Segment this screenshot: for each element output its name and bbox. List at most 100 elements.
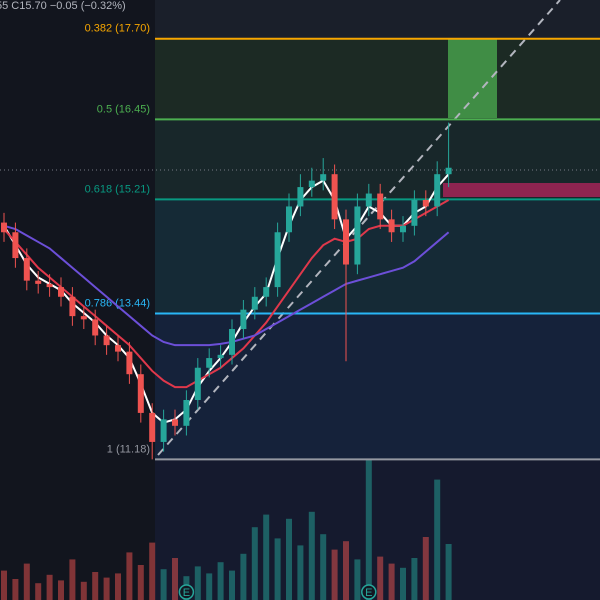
candle-body [274, 232, 281, 288]
volume-bar [80, 581, 87, 600]
volume-bar [354, 559, 361, 600]
volume-bar [194, 566, 201, 600]
moving-average [3, 173, 450, 424]
fib-label: 0.5 (16.45) [97, 103, 150, 115]
volume-bar [445, 544, 452, 600]
moving-average [3, 224, 450, 347]
candle-body [331, 174, 338, 220]
volume-bar [297, 545, 304, 600]
candle-body [297, 187, 304, 207]
candle-body [137, 374, 144, 413]
candle-body [354, 206, 361, 265]
volume-bar [308, 511, 315, 600]
fib-levels: 0.382 (17.70) 0.5 (16.45) 0.618 (15.21) 0.7… [85, 23, 600, 461]
candle-body [194, 367, 201, 400]
fib-label: 0.382 (17.70) [85, 23, 150, 35]
volume-bar [103, 577, 110, 600]
candle-body [388, 219, 395, 233]
volume-bar [263, 514, 270, 600]
event-label: E [365, 587, 372, 599]
volume-bar [343, 541, 349, 600]
candle-body [1, 222, 7, 233]
candle-body [149, 412, 156, 442]
volume-bar [172, 558, 178, 600]
candle-body [46, 283, 53, 288]
trend-line [157, 0, 561, 456]
volume-bar [411, 558, 418, 600]
candle-body [126, 351, 133, 375]
moving-average [3, 199, 450, 389]
candle-body [35, 280, 42, 284]
candle-body [320, 174, 327, 181]
volume-bar [126, 552, 133, 600]
candle-body [183, 400, 190, 426]
volume-bar [400, 567, 406, 600]
volume-bar [12, 579, 19, 600]
event-marker [178, 584, 195, 600]
volume-bar [46, 574, 53, 600]
volume-bar [331, 549, 338, 600]
candle-body [115, 345, 121, 352]
candle-body [92, 319, 99, 336]
volume-bar [58, 580, 64, 600]
volume-bar [434, 479, 441, 600]
candle-body [263, 287, 270, 297]
candle-body [377, 193, 384, 220]
stop-box [443, 183, 600, 197]
candle-body [240, 309, 247, 330]
candle-body [251, 296, 258, 310]
volume-bar [365, 460, 372, 600]
fib-label: 0.786 (13.44) [85, 297, 150, 309]
fib-label: 1 (11.18) [107, 443, 150, 455]
zone [155, 0, 600, 39]
volume-bar [69, 559, 76, 600]
volume-bar [23, 563, 30, 600]
candle-body [217, 354, 224, 359]
volume-pane [1, 460, 452, 600]
candle-body [206, 358, 213, 368]
volume-bar [160, 569, 167, 600]
header: 55 C15.70 −0.05 (−0.32%) [0, 0, 126, 12]
candle-body [69, 296, 76, 317]
candle-body [400, 225, 406, 233]
fib-label: 0.618 (15.21) [85, 183, 150, 195]
moving-averages [3, 173, 450, 424]
candle-body [103, 335, 110, 346]
candles [1, 122, 452, 460]
candle-body [160, 419, 167, 442]
candle-body [172, 419, 178, 426]
candle-body [308, 180, 315, 188]
volume-bar [422, 537, 429, 600]
zone [155, 313, 600, 459]
candle-body [445, 167, 452, 175]
candle-body [80, 316, 87, 320]
volume-bar [251, 527, 258, 600]
candle-body [286, 206, 292, 233]
event-label: E [183, 587, 190, 599]
volume-bar [149, 542, 156, 600]
candle-body [365, 193, 372, 207]
volume-bar [286, 518, 292, 600]
volume-bar [1, 570, 7, 600]
candle-body [12, 232, 19, 259]
candle-body [422, 200, 429, 207]
volume-bar [377, 556, 384, 600]
candle-body [23, 258, 30, 281]
volume-bar [320, 534, 327, 600]
volume-bar [92, 572, 99, 600]
candle-body [411, 200, 418, 226]
volume-bar [206, 573, 213, 600]
volume-bar [229, 570, 235, 600]
candle-body [434, 174, 441, 207]
volume-bar [35, 583, 42, 600]
zone [155, 39, 600, 119]
volume-bar [137, 565, 144, 600]
volume-bar [240, 553, 247, 600]
volume-bar [115, 573, 121, 600]
target-box [448, 39, 497, 118]
volume-bar [274, 538, 281, 600]
candle-body [343, 219, 349, 265]
